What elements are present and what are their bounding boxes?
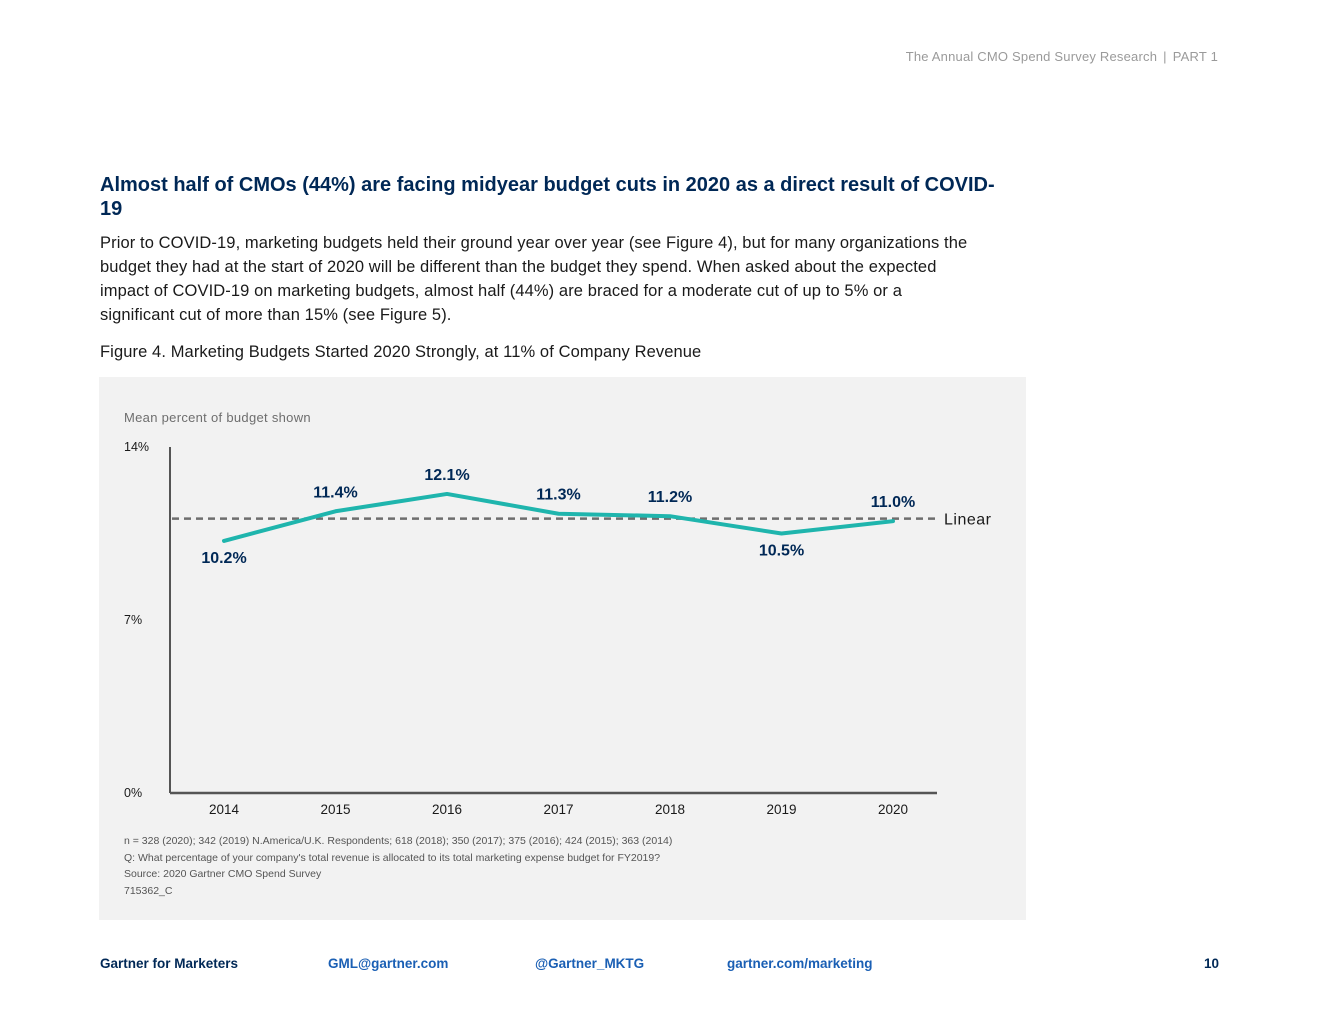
data-labels: 10.2% 11.4% 12.1% 11.3% 11.2% 10.5% 11.0% — [201, 467, 915, 567]
report-title: The Annual CMO Spend Survey Research — [905, 49, 1158, 64]
y-tick-label: 0% — [124, 786, 142, 800]
header-separator: | — [1163, 49, 1167, 64]
trendline: Linear — [172, 512, 992, 529]
line-chart: Mean percent of budget shown 0% 7% 14% 201… — [124, 410, 992, 817]
source-note: Source: 2020 Gartner CMO Spend Survey — [124, 868, 322, 880]
data-label: 11.0% — [871, 494, 915, 511]
page-number: 10 — [1203, 956, 1219, 971]
figure-caption: Figure 4. Marketing Budgets Started 2020… — [100, 343, 702, 361]
footer-email-link[interactable]: GML@gartner.com — [328, 956, 449, 971]
footer-brand: Gartner for Marketers — [100, 956, 239, 971]
body-paragraph: Prior to COVID-19, marketing budgets hel… — [100, 234, 968, 324]
footer-website-link[interactable]: gartner.com/marketing — [727, 956, 873, 971]
data-label: 12.1% — [424, 467, 469, 484]
x-tick-label: 2020 — [878, 802, 908, 817]
x-tick-label: 2019 — [766, 802, 796, 817]
figure-id-note: 715362_C — [124, 884, 173, 897]
survey-question-note: Q: What percentage of your company's tot… — [124, 851, 661, 864]
chart-notes: n = 328 (2020); 342 (2019) N.America/U.K… — [124, 833, 672, 899]
y-tick-label: 14% — [124, 440, 149, 454]
section-headline: Almost half of CMOs (44%) are facing mid… — [100, 174, 995, 220]
x-tick-label: 2014 — [209, 802, 240, 817]
data-label: 11.3% — [536, 487, 580, 504]
running-header: The Annual CMO Spend Survey Research | PAR… — [906, 49, 1218, 64]
series — [222, 491, 895, 543]
chart-panel: Mean percent of budget shown 0% 7% 14% 201… — [99, 377, 1026, 920]
y-axis: 0% 7% 14% — [124, 440, 171, 800]
x-tick-label: 2015 — [320, 802, 350, 817]
footer-twitter-link[interactable]: @Gartner_MKTG — [535, 956, 645, 971]
x-tick-label: 2018 — [655, 802, 685, 817]
sample-size-note: n = 328 (2020); 342 (2019) N.America/U.K… — [124, 835, 673, 847]
data-label: 11.4% — [313, 484, 357, 501]
y-tick-label: 7% — [124, 613, 142, 627]
trendline-label: Linear — [944, 512, 992, 529]
x-axis: 2014 2015 2016 2017 2018 2019 2020 — [170, 791, 937, 817]
chart-subtitle: Mean percent of budget shown — [124, 410, 311, 425]
x-tick-label: 2016 — [432, 802, 462, 817]
data-label: 10.2% — [201, 550, 246, 567]
data-label: 11.2% — [648, 489, 692, 506]
data-label: 10.5% — [759, 543, 804, 560]
report-part: PART 1 — [1172, 49, 1218, 64]
x-tick-label: 2017 — [543, 802, 573, 817]
